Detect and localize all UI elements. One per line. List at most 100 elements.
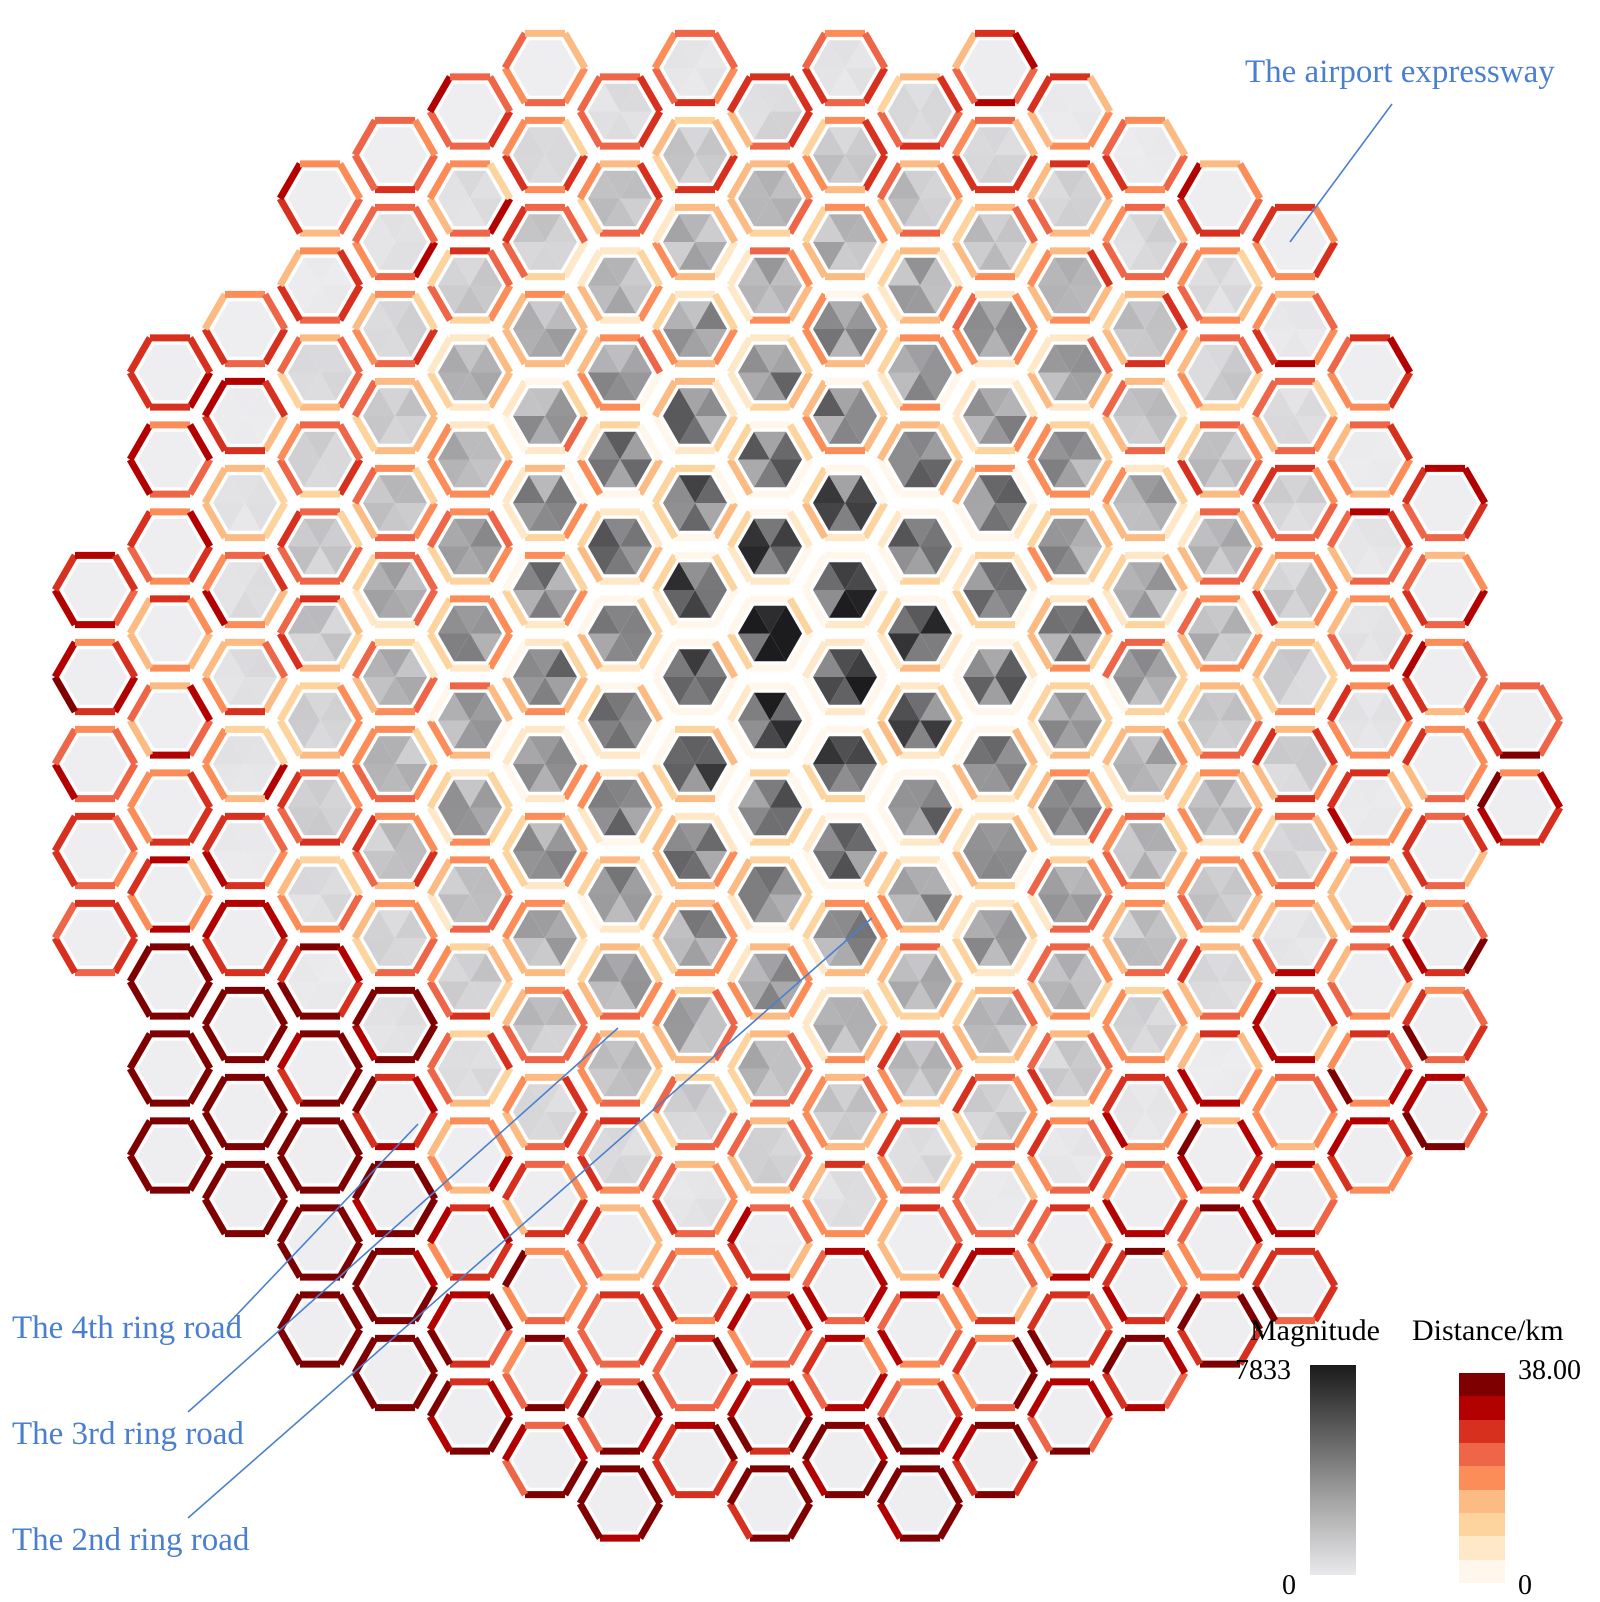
hex-edge bbox=[801, 414, 829, 453]
hex-edge bbox=[1176, 249, 1204, 288]
hex-edge bbox=[351, 292, 379, 331]
hex-triangle bbox=[920, 1155, 952, 1184]
hex-edge bbox=[576, 631, 604, 670]
hex-edge bbox=[201, 849, 229, 888]
hex-cell bbox=[1176, 769, 1264, 846]
hex-triangle bbox=[1204, 257, 1236, 286]
hex-triangle bbox=[529, 1373, 561, 1401]
hex-edge bbox=[1086, 945, 1114, 984]
hex-triangle bbox=[1429, 997, 1461, 1025]
hex-triangle bbox=[979, 1432, 1011, 1460]
hex-edge bbox=[1101, 240, 1129, 279]
hex-triangle bbox=[1070, 431, 1102, 460]
hex-edge bbox=[1026, 283, 1054, 322]
hex-triangle bbox=[1113, 329, 1145, 357]
hex-triangle bbox=[1413, 1025, 1445, 1053]
hex-edge bbox=[561, 501, 589, 540]
hex-triangle bbox=[1279, 1258, 1311, 1286]
hex-edge bbox=[411, 1284, 439, 1323]
hex-edge bbox=[726, 1327, 754, 1366]
hex-triangle bbox=[438, 518, 470, 547]
hex-triangle bbox=[245, 329, 277, 357]
hex-triangle bbox=[738, 1155, 770, 1184]
hex-edge bbox=[786, 1032, 814, 1071]
hex-edge bbox=[1026, 196, 1054, 235]
hex-triangle bbox=[920, 83, 952, 112]
hex-triangle bbox=[738, 1068, 770, 1097]
hex-triangle bbox=[1113, 1258, 1145, 1286]
hex-edge bbox=[1026, 249, 1054, 288]
hex-triangle bbox=[1188, 633, 1220, 662]
hex-edge bbox=[711, 1458, 739, 1497]
hex-edge bbox=[651, 553, 679, 592]
hex-edge bbox=[951, 1284, 979, 1323]
hex-edge bbox=[1161, 849, 1189, 888]
hex-edge bbox=[1086, 1032, 1114, 1071]
hex-cell bbox=[1101, 290, 1189, 368]
hex-edge bbox=[636, 1153, 664, 1192]
hex-triangle bbox=[845, 1345, 877, 1373]
hex-triangle bbox=[1504, 779, 1536, 808]
hex-edge bbox=[726, 1501, 754, 1540]
hex-triangle bbox=[588, 344, 620, 373]
hex-triangle bbox=[738, 866, 770, 895]
hex-triangle bbox=[545, 329, 577, 357]
hex-triangle bbox=[395, 388, 427, 416]
hex-edge bbox=[336, 1327, 364, 1366]
hex-edge bbox=[876, 1327, 904, 1366]
hex-edge bbox=[951, 66, 979, 105]
hex-triangle bbox=[1295, 764, 1327, 792]
hex-triangle bbox=[1038, 111, 1070, 140]
hex-triangle bbox=[663, 764, 695, 792]
hex-edge bbox=[786, 597, 814, 636]
hex-edge bbox=[1026, 1119, 1054, 1158]
hex-edge bbox=[1251, 501, 1279, 540]
hex-triangle bbox=[679, 155, 711, 183]
hex-triangle bbox=[754, 1214, 786, 1243]
hex-triangle bbox=[379, 677, 411, 705]
hex-triangle bbox=[995, 1084, 1027, 1112]
hex-triangle bbox=[1070, 779, 1102, 808]
hex-triangle bbox=[454, 1329, 486, 1358]
hex-triangle bbox=[829, 329, 861, 357]
hex-triangle bbox=[679, 910, 711, 938]
hex-edge bbox=[876, 249, 904, 288]
hex-edge bbox=[351, 205, 379, 244]
hex-triangle bbox=[379, 1373, 411, 1401]
hex-edge bbox=[426, 1032, 454, 1071]
hex-triangle bbox=[1263, 503, 1295, 531]
hex-triangle bbox=[888, 198, 920, 227]
hex-triangle bbox=[470, 111, 502, 140]
hex-edge bbox=[501, 901, 529, 940]
hex-edge bbox=[561, 153, 589, 192]
hex-triangle bbox=[79, 677, 111, 705]
hex-edge bbox=[711, 66, 739, 105]
ring4-leader-line bbox=[227, 1123, 419, 1325]
hex-triangle bbox=[920, 1503, 952, 1532]
hex-edge bbox=[1086, 805, 1114, 844]
hex-edge bbox=[726, 805, 754, 844]
hex-edge bbox=[861, 66, 889, 105]
hex-triangle bbox=[620, 372, 652, 401]
hex-triangle bbox=[1188, 170, 1220, 199]
hex-triangle bbox=[1370, 1040, 1402, 1069]
hex-triangle bbox=[320, 720, 352, 749]
hex-triangle bbox=[963, 910, 995, 938]
hex-edge bbox=[501, 588, 529, 627]
hex-edge bbox=[651, 588, 679, 627]
hex-triangle bbox=[1129, 1112, 1161, 1140]
hex-triangle bbox=[845, 764, 877, 792]
hex-triangle bbox=[545, 1460, 577, 1488]
hex-triangle bbox=[963, 1432, 995, 1460]
hex-edge bbox=[561, 727, 589, 766]
hex-triangle bbox=[1038, 692, 1070, 721]
hex-edge bbox=[651, 1284, 679, 1323]
hex-triangle bbox=[1188, 1242, 1220, 1271]
hex-edge bbox=[561, 675, 589, 714]
hex-triangle bbox=[138, 1127, 170, 1156]
hex-triangle bbox=[379, 823, 411, 851]
hex-triangle bbox=[1145, 155, 1177, 183]
hex-edge bbox=[861, 240, 889, 279]
hex-triangle bbox=[1445, 997, 1477, 1025]
hex-edge bbox=[876, 1414, 904, 1453]
